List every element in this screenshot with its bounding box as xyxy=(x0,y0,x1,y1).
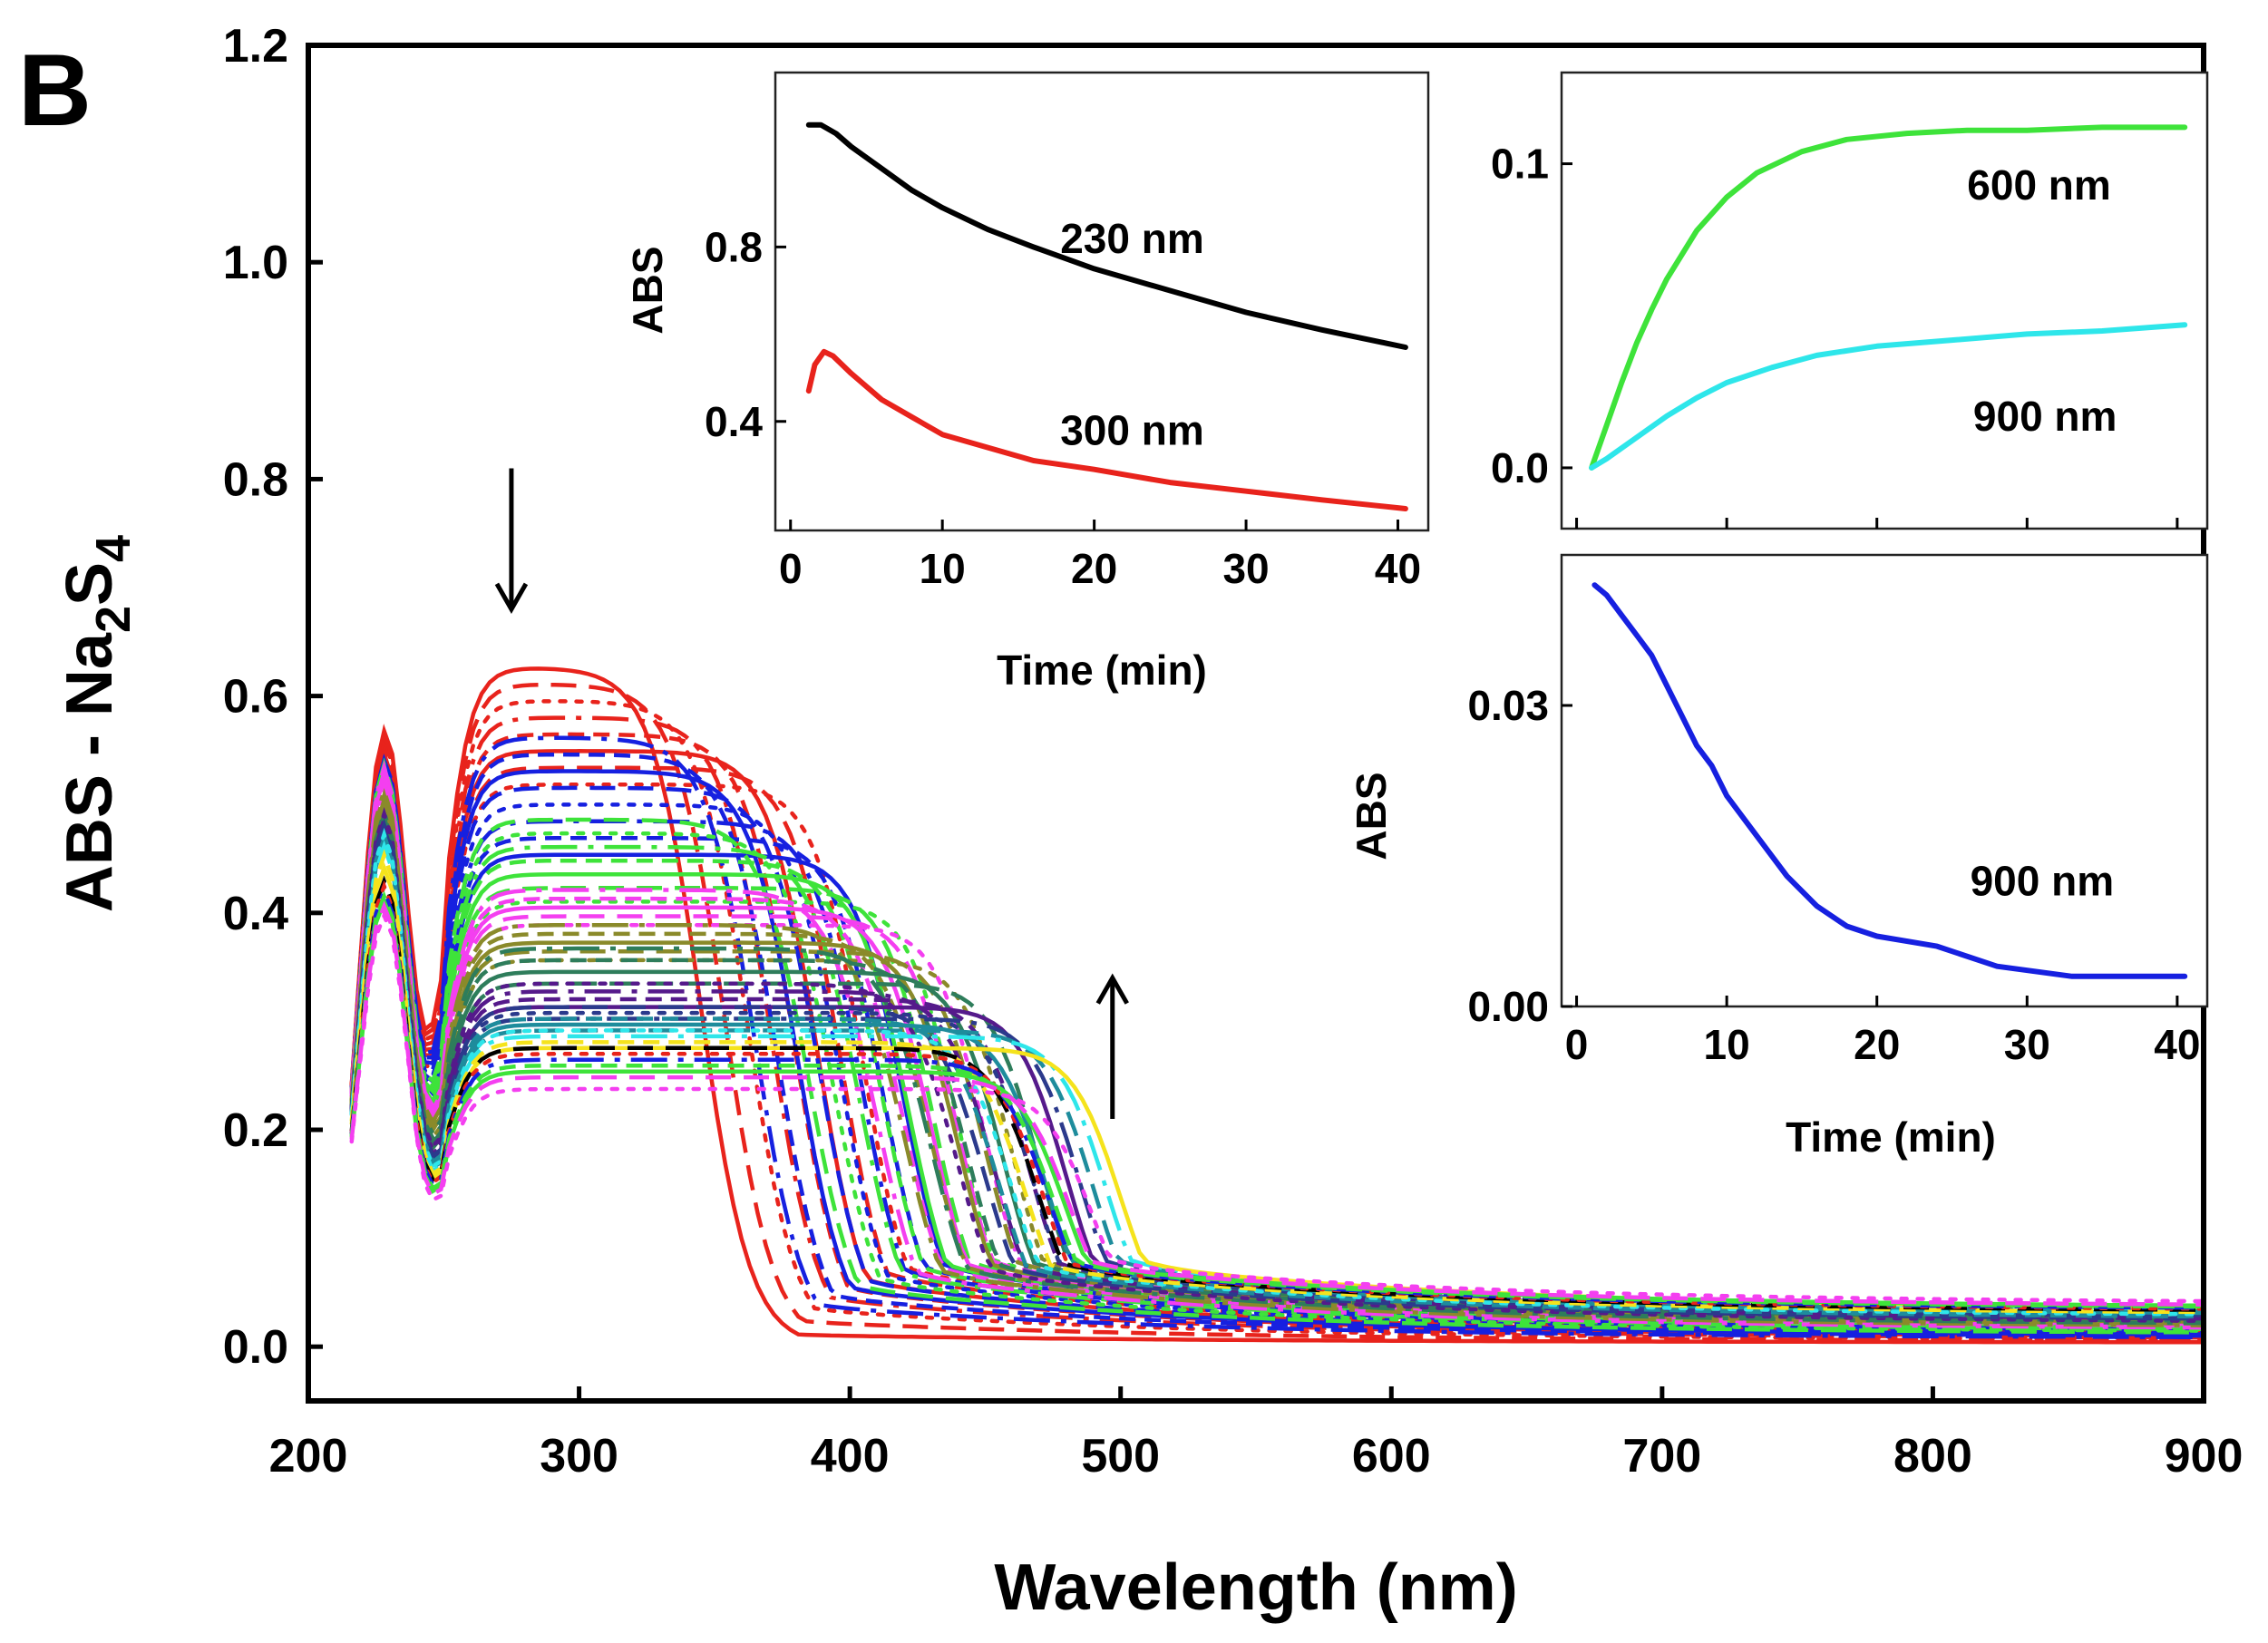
y-tick-label: 0.00 xyxy=(1467,983,1549,1030)
inset-bottom-right: 0 10 20 30 40 0.00 0.03 900 nm Time (min) ABS xyxy=(1348,553,2209,1161)
y-tick-label: 0.6 xyxy=(223,671,288,724)
spectrum-line xyxy=(349,909,2206,1304)
arrow-up-icon xyxy=(1095,973,1129,1005)
inset-series-line xyxy=(1589,322,2188,471)
y-tick-label: 0.1 xyxy=(1491,141,1549,188)
y-tick-label: 0.4 xyxy=(705,398,763,445)
x-tick-label: 0 xyxy=(1565,1021,1589,1068)
main-series-group xyxy=(349,666,2206,1345)
inset1-frame xyxy=(774,71,1430,532)
y-tick-label: 0.03 xyxy=(1467,682,1549,729)
x-tick-label: 30 xyxy=(1222,545,1269,592)
x-tick-label: 40 xyxy=(2154,1021,2200,1068)
spectrum-line xyxy=(349,773,2205,1325)
inset2-series-group xyxy=(1589,124,2188,471)
inset3-x-axis-title: Time (min) xyxy=(1786,1113,1996,1161)
x-tick-label: 500 xyxy=(1081,1430,1160,1483)
spectrum-line xyxy=(349,821,2206,1317)
series-label: 300 nm xyxy=(1060,406,1204,453)
y-title-mid: S xyxy=(54,562,126,606)
y-tick-label: 0.0 xyxy=(223,1321,288,1374)
y-tick-label: 0.0 xyxy=(1491,444,1549,491)
spectrum-line xyxy=(349,735,2204,1339)
panel-letter: B xyxy=(18,34,92,147)
spectrum-line xyxy=(349,806,2206,1323)
main-chart: 200 300 400 500 600 700 800 900 0.00.20.40.60.8… xyxy=(54,20,2243,1624)
x-tick-label: 30 xyxy=(2004,1021,2050,1068)
inset2-background xyxy=(1562,73,2207,529)
inset1-series-group xyxy=(805,122,1408,511)
series-label: 900 nm xyxy=(1973,393,2117,440)
x-tick-label: 200 xyxy=(269,1430,348,1483)
series-label: 900 nm xyxy=(1971,858,2115,905)
spectrum-line xyxy=(349,828,2204,1319)
inset3-x-ticks: 0 10 20 30 40 xyxy=(1565,996,2200,1068)
x-tick-label: 700 xyxy=(1622,1430,1701,1483)
spectrum-line xyxy=(349,758,2206,1333)
inset2-x-ticks xyxy=(1575,518,2179,529)
inset3-y-ticks: 0.00 0.03 xyxy=(1467,682,1572,1030)
spectrum-line xyxy=(349,849,2204,1315)
y-tick-label: 0.8 xyxy=(705,223,763,270)
inset-series-line xyxy=(805,348,1408,511)
spectrum-line xyxy=(349,827,2206,1317)
y-tick-label: 1.0 xyxy=(223,237,288,289)
x-tick-label: 10 xyxy=(1704,1021,1750,1068)
inset-series-line xyxy=(1589,124,2188,471)
inset3-frame xyxy=(1560,553,2209,1008)
spectrum-line xyxy=(349,759,2205,1330)
inset3-y-axis-title: ABS xyxy=(1348,772,1395,860)
spectrum-line xyxy=(349,805,2204,1326)
spectrum-line xyxy=(349,880,2206,1311)
y-tick-label: 0.4 xyxy=(223,888,288,940)
inset-top-middle: 0 10 20 30 40 0.4 0.8 230 nm 300 nm Time (min)… xyxy=(624,71,1430,694)
inset-series-line xyxy=(1591,582,2188,979)
main-x-ticks: 200 300 400 500 600 700 800 900 xyxy=(269,1386,2244,1483)
inset1-x-axis-title: Time (min) xyxy=(997,647,1207,694)
inset1-y-ticks: 0.4 0.8 xyxy=(705,223,786,445)
inset1-series-labels: 230 nm 300 nm xyxy=(1060,215,1204,454)
y-title-prefix: ABS - Na xyxy=(54,632,126,912)
inset1-background xyxy=(775,73,1428,530)
inset2-y-ticks: 0.0 0.1 xyxy=(1491,141,1572,491)
inset3-background xyxy=(1562,555,2207,1006)
inset1-x-ticks: 0 10 20 30 40 xyxy=(779,520,1421,592)
spectrum-line xyxy=(349,754,2204,1337)
inset-series-line xyxy=(805,122,1408,350)
arrow-down-icon xyxy=(494,582,529,614)
spectrum-line xyxy=(349,757,2204,1335)
x-tick-label: 10 xyxy=(920,545,966,592)
main-y-ticks: 0.0 0.2 0.4 0.6 0.8 1.0 1.2 xyxy=(223,20,323,1374)
main-annotations xyxy=(494,468,1129,1120)
y-tick-label: 1.2 xyxy=(223,20,288,73)
x-tick-label: 20 xyxy=(1854,1021,1900,1068)
main-y-axis-title: ABS - Na2S4 xyxy=(54,535,141,912)
x-tick-label: 600 xyxy=(1352,1430,1431,1483)
series-label: 600 nm xyxy=(1967,161,2111,209)
series-label: 230 nm xyxy=(1060,215,1204,262)
x-tick-label: 800 xyxy=(1893,1430,1972,1483)
spectrum-line xyxy=(349,818,2205,1321)
x-tick-label: 20 xyxy=(1071,545,1117,592)
inset1-y-axis-title: ABS xyxy=(624,246,671,334)
x-tick-label: 40 xyxy=(1375,545,1421,592)
y-tick-label: 0.2 xyxy=(223,1104,288,1157)
inset2-series-labels: 600 nm 900 nm xyxy=(1967,161,2117,440)
x-tick-label: 0 xyxy=(779,545,803,592)
inset3-series-labels: 900 nm xyxy=(1971,858,2115,905)
y-title-sub2: 4 xyxy=(86,535,141,562)
inset2-frame xyxy=(1560,71,2209,530)
y-tick-label: 0.8 xyxy=(223,453,288,506)
main-x-axis-title: Wavelength (nm) xyxy=(994,1551,1517,1624)
x-tick-label: 300 xyxy=(540,1430,618,1483)
y-title-sub1: 2 xyxy=(86,606,141,633)
x-tick-label: 900 xyxy=(2165,1430,2244,1483)
spectrum-line xyxy=(349,900,2205,1307)
inset3-series-group xyxy=(1591,582,2188,979)
inset-top-right: 0.0 0.1 600 nm 900 nm xyxy=(1491,71,2209,530)
x-tick-label: 400 xyxy=(811,1430,890,1483)
